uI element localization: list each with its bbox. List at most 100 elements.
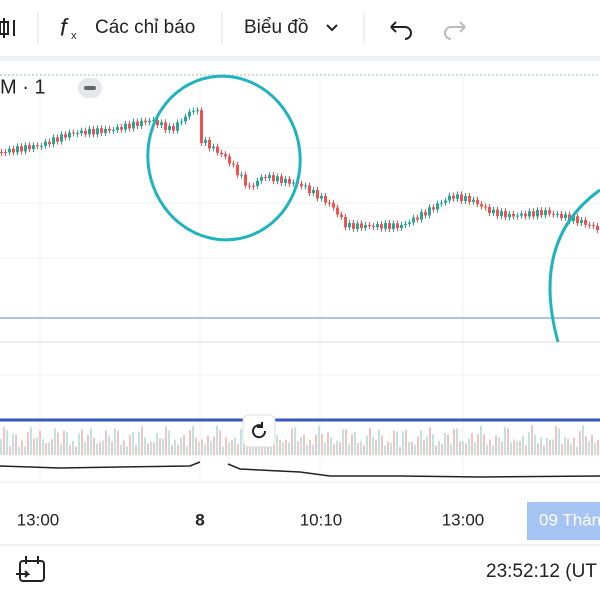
volume-bar [81,429,83,455]
volume-bar [366,435,368,455]
fx-icon[interactable]: f [60,14,69,41]
candle-body [512,213,515,217]
volume-bar [426,436,428,455]
candle-body [364,225,367,228]
candle-body [316,190,319,199]
indicators-button[interactable]: Các chỉ báo [95,17,195,38]
volume-bar [99,442,101,455]
candle-body [88,128,91,135]
candle-body [556,213,559,215]
volume-bar [309,440,311,455]
volume-bar [579,431,581,455]
volume-bar [459,441,461,455]
volume-bar [423,439,425,455]
volume-bar [456,428,458,455]
volume-bar [255,446,257,455]
date-range-button[interactable] [16,556,45,582]
time-label: 13:00 [17,510,60,529]
volume-bar [351,434,353,455]
volume-bar [54,428,56,455]
chart-type-button[interactable]: Biểu đồ [244,17,308,38]
volume-bar [33,438,35,455]
candle-body [352,223,355,229]
volume-bar [378,429,380,455]
volume-bar [522,435,524,455]
candle-body [520,213,523,216]
candle-body [536,210,539,217]
volume-bar [48,442,50,455]
candle-body [244,174,247,186]
volume-bar [174,439,176,455]
candle-body [144,120,147,123]
candle-body [568,214,571,222]
candle-body [508,213,511,218]
volume-bar [300,437,302,455]
candle-body [8,148,11,153]
volume-bar [393,430,395,455]
volume-bar [396,431,398,455]
fx-icon-sub: x [71,30,77,42]
candle-body [300,183,303,187]
volume-bar [216,425,218,455]
clock: 23:52:12 (UT [486,561,597,582]
volume-bar [441,444,443,455]
candle-body [52,137,55,145]
candle-body [596,225,599,231]
candle-body [112,129,115,131]
volume-bar [117,431,119,455]
volume-bar [222,446,224,455]
volume-bar [339,442,341,455]
volume-bar [87,434,89,455]
crosshair-time-bg [527,502,600,540]
candle-body [272,175,275,182]
volume-bar [294,427,296,455]
volume-bar [360,441,362,455]
volume-bar [204,444,206,455]
candle-body [80,130,83,134]
volume-bar [414,444,416,455]
reset-button[interactable] [242,414,276,448]
volume-bar [105,430,107,455]
collapse-icon [84,86,96,90]
candle-body [336,207,339,215]
candle-body [56,137,59,142]
candle-body [236,164,239,176]
volume-bar [240,428,242,455]
volume-bar [531,425,533,455]
candle-body [492,209,495,214]
volume-bar [483,434,485,455]
candle-body [268,175,271,179]
volume-bar [525,445,527,455]
volume-bar [93,437,95,455]
volume-bar [78,433,80,455]
redo-button[interactable] [444,21,466,40]
candle-body [108,128,111,131]
volume-bar [225,437,227,455]
candle-body [92,128,95,135]
candle-body [432,207,435,210]
candle-body [28,145,31,150]
candle-body [452,195,455,199]
candle-body [592,225,595,227]
volume-bar [474,442,476,455]
candle-body [504,211,507,218]
undo-button[interactable] [390,21,412,40]
volume-bar [15,434,17,455]
arc-annotation [548,188,600,343]
candle-body [168,126,171,130]
time-label: 10:10 [300,510,343,529]
volume-bar [21,440,23,455]
volume-bar [144,437,146,455]
candle-body [564,214,567,218]
volume-bar [408,441,410,455]
candle-body [420,212,423,220]
toolbar-bg [0,0,600,56]
volume-bar [486,444,488,455]
volume-bar [297,441,299,455]
candle-body [184,116,187,122]
volume-bar [561,443,563,455]
indicator-line [0,461,600,478]
candle-body [176,122,179,131]
volume-bar [471,432,473,455]
candle-icon[interactable] [0,18,15,38]
